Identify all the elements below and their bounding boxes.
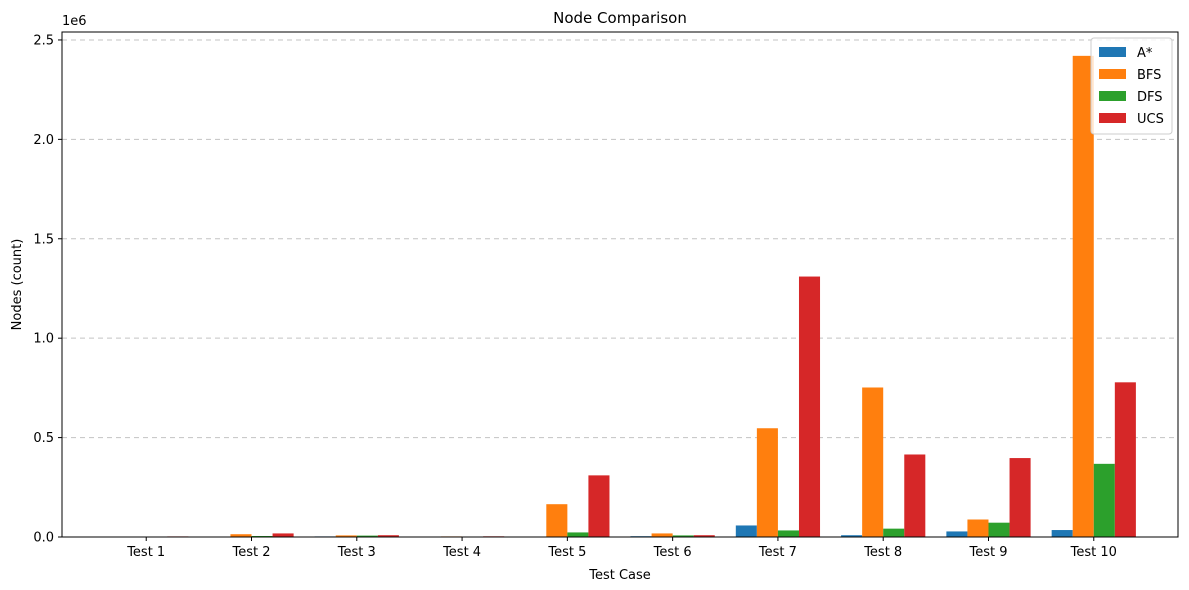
bar-ucs-7 — [798, 276, 821, 537]
bar-dfs-7 — [777, 530, 799, 537]
bar-a-8 — [841, 535, 863, 537]
y-tick-label: 1.5 — [33, 232, 54, 247]
legend: A* BFS DFS UCS — [1090, 37, 1173, 135]
bar-bfs-2 — [230, 534, 252, 537]
bar-a-7 — [735, 525, 757, 537]
bar-ucs-10 — [1114, 382, 1136, 537]
bar-ucs-9 — [1009, 458, 1031, 537]
x-axis-title: Test Case — [588, 568, 651, 583]
bar-ucs-2 — [272, 533, 294, 537]
x-tick-label: Test 6 — [653, 545, 692, 560]
x-tick-label: Test 5 — [547, 545, 586, 560]
legend-label: DFS — [1137, 90, 1163, 105]
x-tick-label: Test 8 — [863, 545, 902, 560]
y-tick-label: 0.5 — [33, 431, 54, 446]
bar-dfs-3 — [356, 535, 378, 537]
bar-ucs-8 — [904, 454, 926, 537]
chart-title: Node Comparison — [553, 9, 687, 27]
legend-swatch — [1099, 113, 1126, 123]
axes: 0.0 0.5 1.0 1.5 2.0 2.5 Test 1 Test 2 Test 3 Test… — [33, 33, 1117, 560]
x-tick-label: Test 7 — [758, 545, 797, 560]
y-tick-label: 2.5 — [33, 33, 54, 48]
bar-bfs-9 — [967, 519, 989, 537]
bar-bfs-7 — [756, 428, 778, 537]
bar-a-10 — [1051, 530, 1073, 537]
x-tick-label: Test 1 — [126, 545, 165, 560]
legend-swatch — [1099, 47, 1126, 57]
bar-a-9 — [946, 531, 968, 537]
bar-dfs-5 — [567, 532, 589, 537]
legend-swatch — [1099, 91, 1126, 101]
x-tick-label: Test 2 — [232, 545, 271, 560]
y-tick-label: 1.0 — [33, 332, 54, 347]
legend-label: UCS — [1137, 112, 1164, 127]
legend-label: BFS — [1137, 68, 1161, 83]
legend-box — [1090, 37, 1173, 135]
bars — [104, 55, 1136, 537]
bar-bfs-5 — [546, 504, 568, 537]
y-axis-offset-text: 1e6 — [62, 14, 87, 29]
bar-bfs-3 — [335, 535, 357, 537]
bar-dfs-10 — [1093, 463, 1115, 537]
bar-dfs-6 — [672, 535, 694, 537]
plot-frame — [61, 31, 1179, 538]
bar-bfs-6 — [651, 533, 673, 537]
bar-ucs-5 — [588, 475, 610, 537]
bar-bfs-8 — [862, 387, 884, 537]
bar-ucs-3 — [377, 535, 399, 537]
x-tick-label: Test 4 — [442, 545, 481, 560]
bar-ucs-6 — [693, 535, 715, 537]
legend-label: A* — [1137, 46, 1153, 61]
y-axis-title: Nodes (count) — [10, 239, 25, 331]
x-tick-label: Test 10 — [1070, 545, 1117, 560]
x-tick-label: Test 9 — [968, 545, 1007, 560]
y-tick-label: 2.0 — [33, 133, 54, 148]
bar-dfs-8 — [883, 528, 905, 537]
bar-dfs-9 — [988, 522, 1010, 537]
legend-swatch — [1099, 69, 1126, 79]
bar-bfs-10 — [1072, 55, 1094, 537]
x-tick-label: Test 3 — [337, 545, 376, 560]
y-tick-label: 0.0 — [33, 531, 54, 546]
